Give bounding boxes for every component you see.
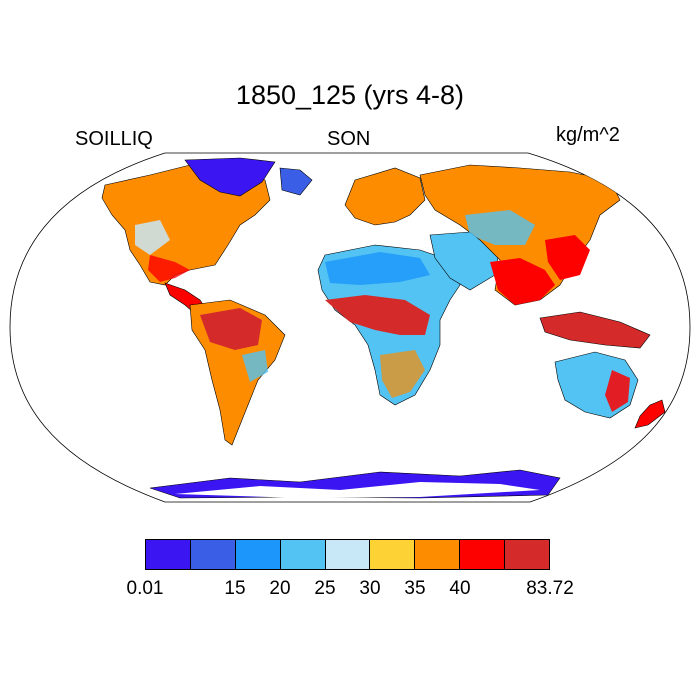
north-america-dry bbox=[135, 220, 170, 255]
season-label: SON bbox=[327, 128, 371, 150]
sahara bbox=[325, 252, 430, 285]
southern-africa bbox=[380, 350, 425, 398]
north-america-wet bbox=[148, 255, 190, 282]
colorbar-box bbox=[146, 540, 191, 569]
greenland bbox=[184, 157, 276, 197]
antarctica-interior bbox=[175, 482, 540, 498]
colorbar-tick-label: 15 bbox=[224, 578, 246, 599]
colorbar-box bbox=[460, 540, 506, 569]
colorbar-box bbox=[325, 540, 371, 569]
central-africa-wet bbox=[325, 295, 430, 335]
colorbar-tick-label: 40 bbox=[449, 578, 471, 599]
new-zealand bbox=[634, 399, 666, 429]
map-title: 1850_125 (yrs 4-8) bbox=[235, 80, 465, 110]
colorbar-tick-label: 20 bbox=[269, 578, 291, 599]
variable-name: SOILLIQ bbox=[75, 128, 153, 150]
colorbar-box bbox=[505, 540, 550, 569]
colorbar-box bbox=[190, 540, 236, 569]
colorbar bbox=[145, 539, 550, 570]
colorbar-box bbox=[370, 540, 416, 569]
south-america-dry bbox=[242, 350, 268, 382]
southeast-asia-islands bbox=[539, 311, 651, 349]
land-regions bbox=[101, 157, 666, 499]
colorbar-tick-label: 30 bbox=[359, 578, 381, 599]
colorbar-box bbox=[415, 540, 461, 569]
south-asia-wet bbox=[490, 258, 555, 305]
colorbar-box bbox=[280, 540, 326, 569]
colorbar-tick-label: 0.01 bbox=[126, 578, 164, 599]
east-asia-wet bbox=[545, 235, 590, 280]
central-asia-dry bbox=[465, 210, 535, 245]
colorbar-tick-label: 25 bbox=[314, 578, 336, 599]
europe bbox=[344, 167, 426, 226]
australia-wet-east bbox=[605, 370, 630, 412]
colorbar-box bbox=[235, 540, 281, 569]
amazon-basin bbox=[200, 308, 262, 350]
colorbar-tick-label: 83.72 bbox=[526, 578, 574, 599]
arctic-islands bbox=[279, 167, 313, 196]
colorbar-tick-label: 35 bbox=[404, 578, 426, 599]
units-label: kg/m^2 bbox=[556, 124, 620, 146]
